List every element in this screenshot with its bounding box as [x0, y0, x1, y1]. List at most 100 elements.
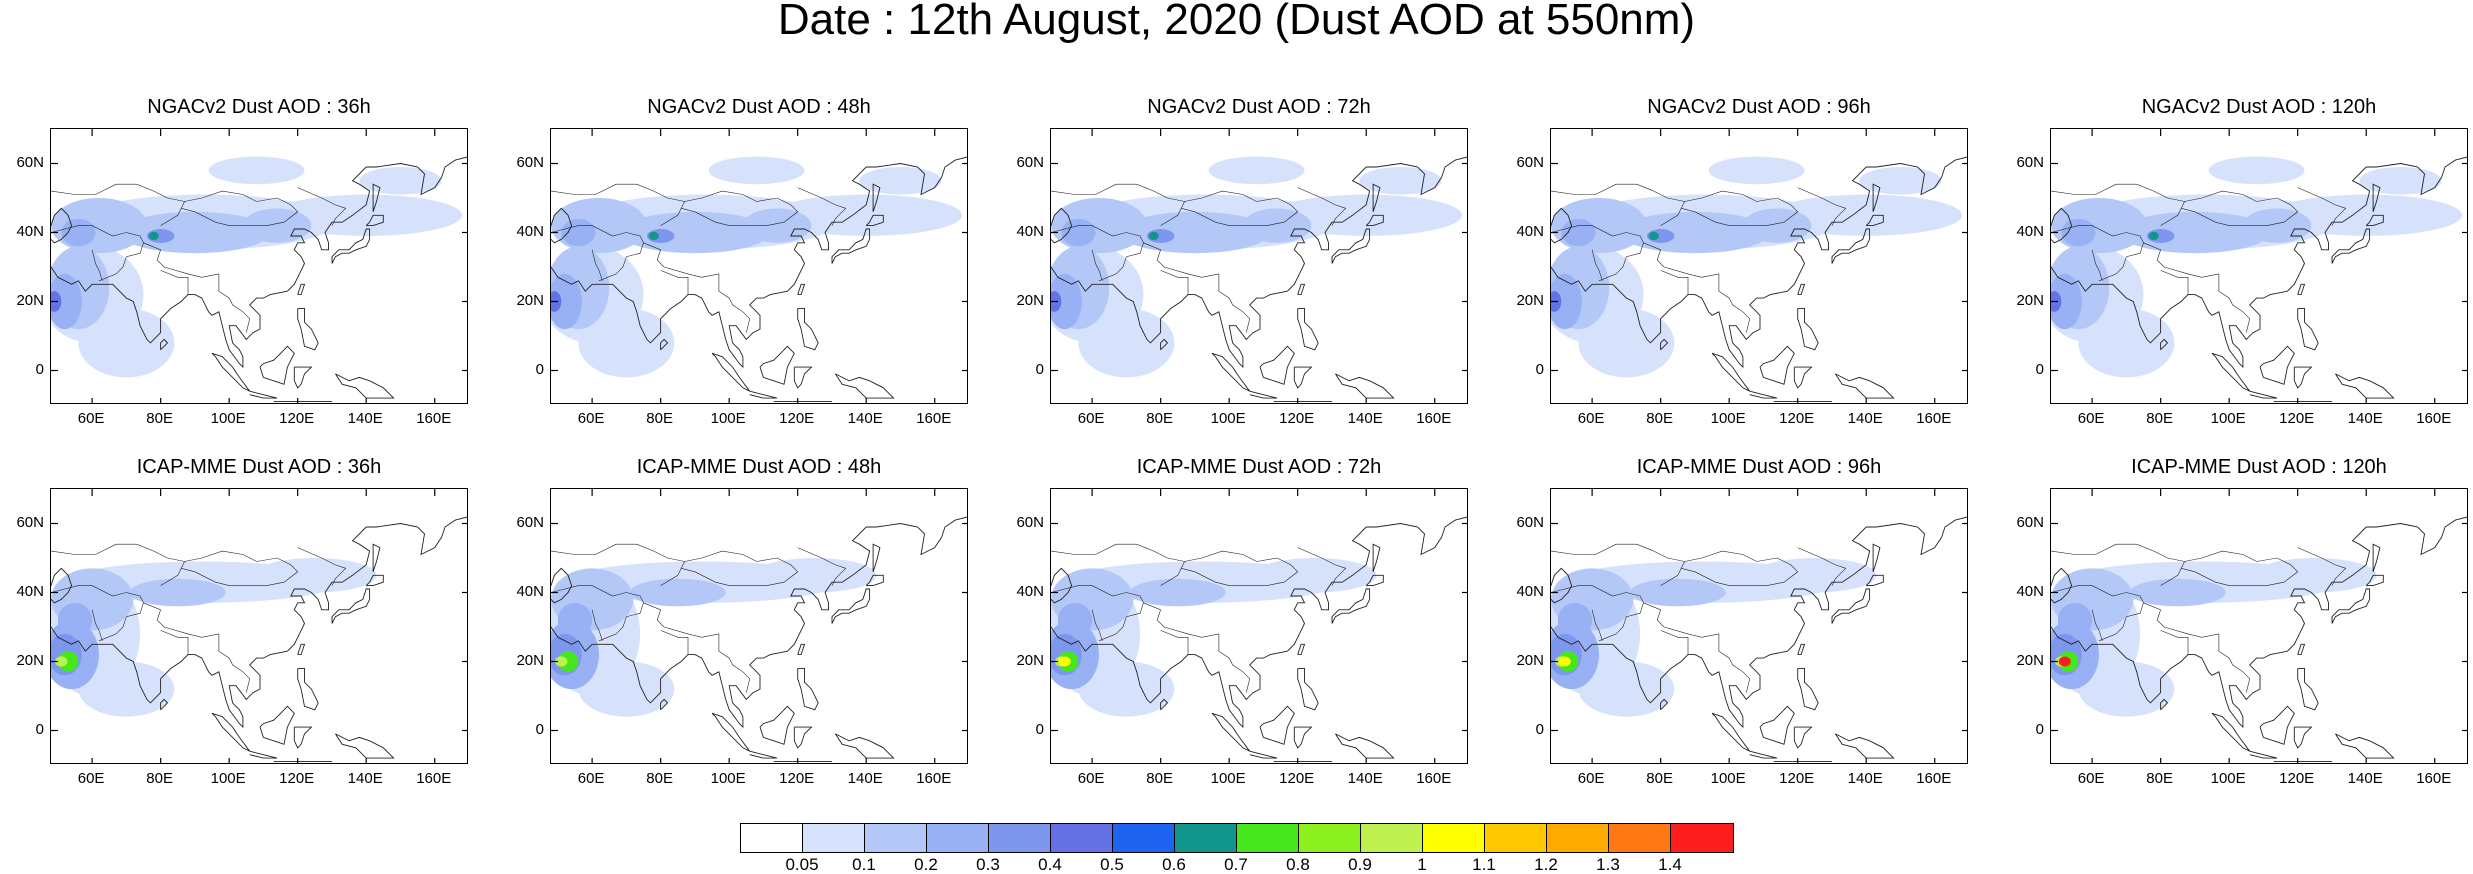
x-tick-label: 160E [1416, 410, 1452, 427]
dust-plume [270, 194, 463, 236]
y-tick-label: 60N [2016, 513, 2044, 531]
x-tick-label: 140E [1347, 770, 1383, 787]
x-tick-label: 120E [779, 410, 815, 427]
colorbar-label: 0.9 [1348, 855, 1372, 874]
country-border [2297, 187, 2347, 226]
colorbar [740, 823, 1734, 853]
country-border [2143, 602, 2219, 638]
country-border [2091, 609, 2103, 641]
x-tick-label: 100E [210, 410, 246, 427]
country-border [1297, 187, 1347, 226]
x-tick-label: 160E [416, 410, 452, 427]
y-tick-label: 60N [1016, 513, 1044, 531]
dust-plume [1061, 218, 1096, 247]
coastline [2249, 390, 2278, 399]
country-border [1797, 187, 1847, 226]
y-tick-label: 0 [2035, 720, 2044, 738]
colorbar-swatch [1361, 824, 1423, 852]
country-border [1143, 242, 1219, 278]
x-tick-label: 80E [646, 770, 673, 787]
coastline [2160, 698, 2169, 711]
dust-aod-map [2051, 129, 2467, 403]
coastline [1865, 574, 1884, 587]
coastline [1551, 567, 1573, 604]
country-border [2091, 249, 2103, 281]
x-tick-label: 140E [847, 410, 883, 427]
country-border [2160, 630, 2189, 655]
coastline [1797, 643, 1806, 656]
dust-aod-map [1051, 129, 1467, 403]
dust-plume [1078, 308, 1175, 378]
coastline [1160, 698, 1169, 711]
coastline [2365, 214, 2384, 227]
colorbar-label: 0.2 [914, 855, 938, 874]
coastline [1831, 588, 1871, 624]
colorbar-label: 1.4 [1658, 855, 1682, 874]
coastline [1835, 373, 1895, 399]
coastline [1872, 543, 1881, 572]
x-tick-label: 120E [779, 770, 815, 787]
country-border [551, 543, 685, 562]
y-tick-label: 40N [2016, 582, 2044, 600]
dust-plume [770, 194, 963, 236]
coastline [1797, 283, 1806, 296]
country-border [660, 190, 799, 226]
country-border [1718, 273, 1751, 333]
map-panel [50, 128, 468, 404]
country-border [218, 273, 251, 333]
x-tick-label: 140E [347, 410, 383, 427]
x-tick-label: 140E [1847, 410, 1883, 427]
y-tick-label: 60N [16, 513, 44, 531]
x-tick-label: 80E [2146, 770, 2173, 787]
dust-plume [557, 651, 579, 672]
coastline [2259, 345, 2295, 385]
country-border [2051, 183, 2185, 202]
dust-plume [57, 602, 93, 638]
coastline [759, 345, 795, 385]
coastline [1297, 283, 1306, 296]
coastline [1331, 588, 1371, 624]
dust-aod-map [2051, 489, 2467, 763]
coastline [1797, 667, 1819, 711]
dust-aod-map [551, 489, 967, 763]
dust-hotspot [2058, 656, 2071, 667]
country-border [1160, 190, 1299, 226]
x-tick-label: 140E [1847, 770, 1883, 787]
coastline [1293, 366, 1313, 389]
country-border [1643, 602, 1719, 638]
panel-title: NGACv2 Dust AOD : 48h [647, 96, 871, 118]
country-border [591, 249, 603, 281]
coastline [759, 705, 795, 745]
country-border [1218, 273, 1251, 333]
dust-aod-map [1551, 129, 1967, 403]
coastline [2211, 352, 2251, 392]
coastline [797, 643, 806, 656]
country-border [1591, 249, 1603, 281]
country-border [91, 609, 103, 641]
x-tick-label: 100E [2210, 410, 2246, 427]
y-tick-label: 40N [2016, 222, 2044, 240]
map-panel [50, 488, 468, 764]
country-border [143, 602, 219, 638]
x-tick-label: 80E [646, 410, 673, 427]
x-tick-label: 100E [1710, 410, 1746, 427]
country-border [297, 187, 347, 226]
country-border [1551, 585, 1644, 642]
country-border [1160, 630, 1189, 655]
coastline [365, 574, 384, 587]
dust-plume [2208, 156, 2305, 185]
colorbar-swatch [927, 824, 989, 852]
coastline [1660, 698, 1669, 711]
dust-plume [555, 656, 568, 667]
panel-title: ICAP-MME Dust AOD : 48h [636, 456, 882, 478]
y-tick-label: 60N [16, 153, 44, 171]
country-border [591, 609, 603, 641]
coastline [1051, 156, 1467, 369]
dust-plume [1708, 156, 1805, 185]
coastline [551, 516, 967, 729]
coastline [249, 750, 278, 759]
coastline [1051, 207, 1073, 244]
dust-plume [1619, 211, 1771, 254]
coastline [249, 390, 278, 399]
coastline [1293, 726, 1313, 749]
